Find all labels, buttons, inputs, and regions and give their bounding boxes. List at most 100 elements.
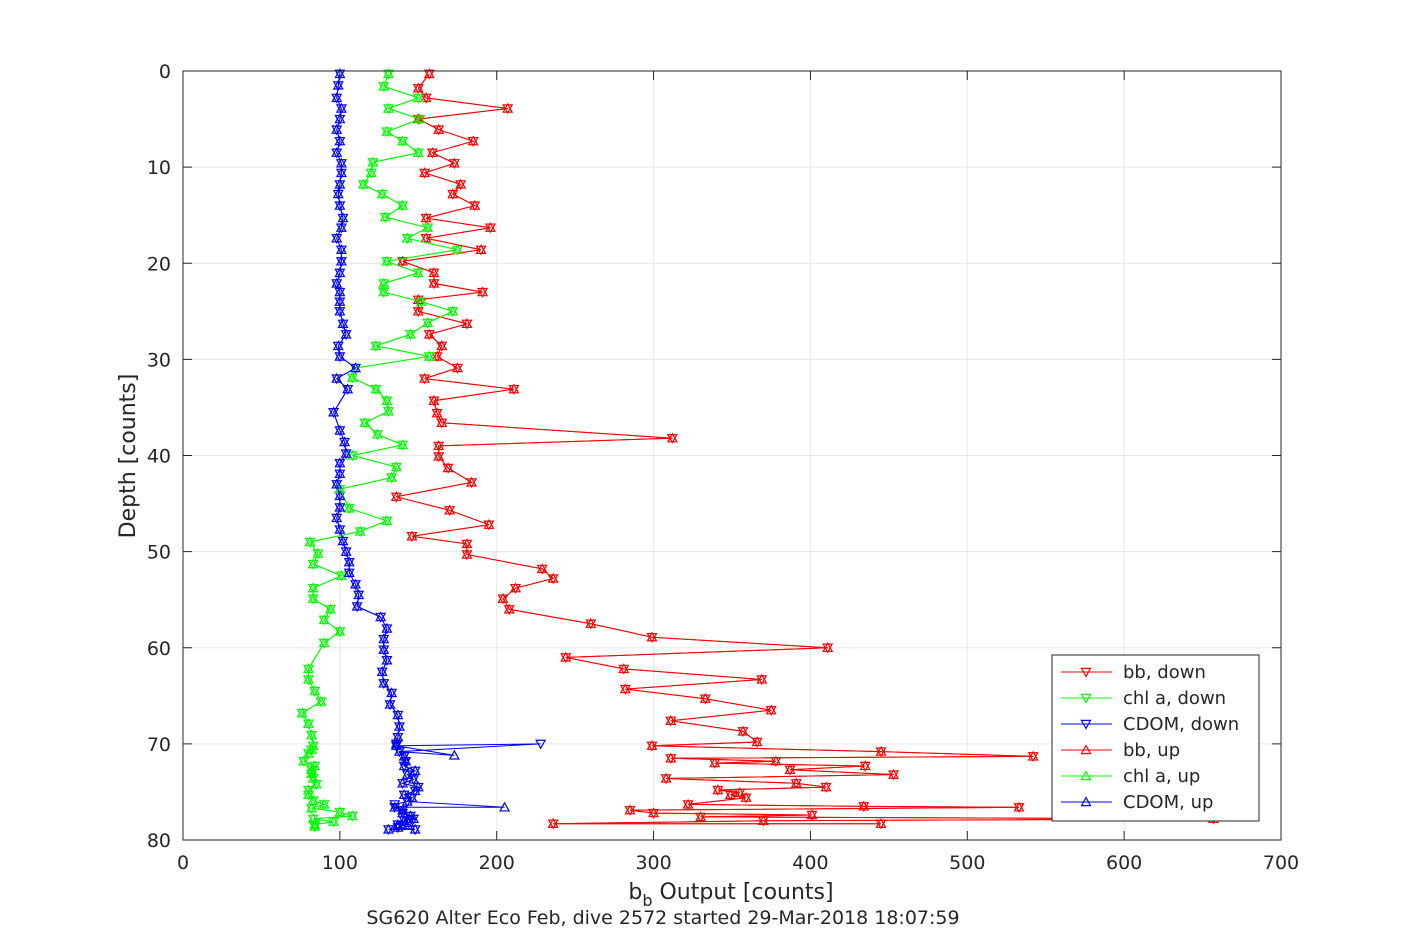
data-point-marker <box>307 772 319 783</box>
data-point-marker <box>334 501 346 512</box>
data-point-marker <box>381 394 393 405</box>
y-tick-label: 60 <box>147 638 171 660</box>
data-point-marker <box>585 617 597 628</box>
data-point-marker <box>428 394 440 405</box>
data-point-marker <box>447 305 459 316</box>
x-axis-label: bb Output [counts] <box>628 880 833 910</box>
data-point-marker <box>499 801 511 812</box>
x-tick-label: 400 <box>792 852 828 874</box>
data-point-marker <box>397 819 409 830</box>
data-point-marker <box>461 548 473 559</box>
data-point-marker <box>381 515 393 526</box>
data-point-marker <box>367 156 379 167</box>
data-point-marker <box>484 221 496 232</box>
data-point-marker <box>451 362 464 373</box>
data-point-marker <box>350 578 362 589</box>
data-point-marker <box>401 795 413 806</box>
legend-label: chl a, down <box>1123 688 1226 709</box>
data-point-marker <box>398 760 410 771</box>
data-point-marker <box>378 286 390 297</box>
data-point-marker <box>665 752 677 763</box>
data-point-marker <box>334 523 346 534</box>
data-point-marker <box>331 92 343 103</box>
legend-marker <box>1080 719 1092 730</box>
data-point-marker <box>386 471 398 482</box>
legend-marker <box>1080 693 1092 704</box>
data-point-marker <box>428 267 440 278</box>
data-point-marker <box>422 317 434 328</box>
data-point-marker <box>302 789 315 800</box>
data-point-marker <box>740 791 752 802</box>
legend-label: CDOM, up <box>1123 792 1213 813</box>
data-point-marker <box>466 476 478 487</box>
x-tick-label: 100 <box>322 852 358 874</box>
data-point-marker <box>378 633 390 644</box>
data-point-marker <box>426 146 438 157</box>
data-point-marker <box>340 545 352 556</box>
data-point-marker <box>353 589 365 600</box>
data-point-marker <box>397 135 409 146</box>
data-point-marker <box>412 305 424 316</box>
data-point-marker <box>334 490 346 501</box>
data-point-marker <box>403 816 415 827</box>
series-5 <box>328 68 511 834</box>
data-point-marker <box>397 804 409 815</box>
data-point-marker <box>346 371 358 382</box>
data-point-marker <box>334 424 346 435</box>
y-tick-label: 30 <box>147 349 171 371</box>
data-point-marker <box>682 798 694 809</box>
data-point-marker <box>423 350 435 361</box>
data-point-marker <box>436 340 448 351</box>
data-point-marker <box>409 823 421 834</box>
legend-item: chl a, up <box>1061 766 1200 787</box>
x-tick-label: 600 <box>1106 852 1142 874</box>
data-point-marker <box>401 768 413 779</box>
x-tick-label: 700 <box>1263 852 1299 874</box>
legend-marker <box>1080 796 1092 807</box>
data-point-marker <box>331 146 343 157</box>
data-point-marker <box>757 815 769 825</box>
data-point-marker <box>335 167 347 178</box>
x-tick-label: 200 <box>479 852 515 874</box>
data-point-marker <box>477 286 489 297</box>
legend-marker <box>1080 667 1092 678</box>
data-point-marker <box>334 135 346 146</box>
data-point-marker <box>334 178 346 189</box>
data-point-marker <box>390 461 402 472</box>
data-point-marker <box>448 157 460 168</box>
data-point-marker <box>334 267 346 278</box>
legend-marker <box>1080 770 1092 781</box>
legend-box <box>1051 654 1260 822</box>
data-point-marker <box>309 685 321 696</box>
data-point-marker <box>442 462 454 473</box>
data-point-marker <box>648 807 660 818</box>
data-point-marker <box>307 592 319 603</box>
data-point-marker <box>386 687 398 698</box>
data-point-marker <box>390 491 402 502</box>
data-point-marker <box>401 232 413 243</box>
data-point-marker <box>535 739 547 750</box>
data-point-marker <box>646 631 658 642</box>
data-point-marker <box>392 731 404 742</box>
data-point-marker <box>307 794 319 805</box>
data-point-marker <box>382 405 395 416</box>
data-point-marker <box>335 221 347 232</box>
data-point-marker <box>381 125 393 136</box>
y-axis-label: Depth [counts] <box>116 374 141 539</box>
legend-label: bb, up <box>1123 740 1180 761</box>
data-point-marker <box>624 804 636 815</box>
data-point-marker <box>423 328 435 339</box>
data-point-marker <box>335 102 347 113</box>
legend-label: bb, down <box>1123 662 1206 683</box>
data-point-marker <box>370 383 382 394</box>
data-point-marker <box>378 677 390 688</box>
data-point-marker <box>510 582 522 593</box>
data-point-marker <box>302 784 315 795</box>
data-point-marker <box>619 683 631 694</box>
data-point-marker <box>475 244 487 254</box>
data-point-marker <box>331 478 343 489</box>
legend-item: bb, down <box>1061 662 1206 683</box>
data-point-marker <box>346 449 358 460</box>
data-point-marker <box>318 798 330 809</box>
